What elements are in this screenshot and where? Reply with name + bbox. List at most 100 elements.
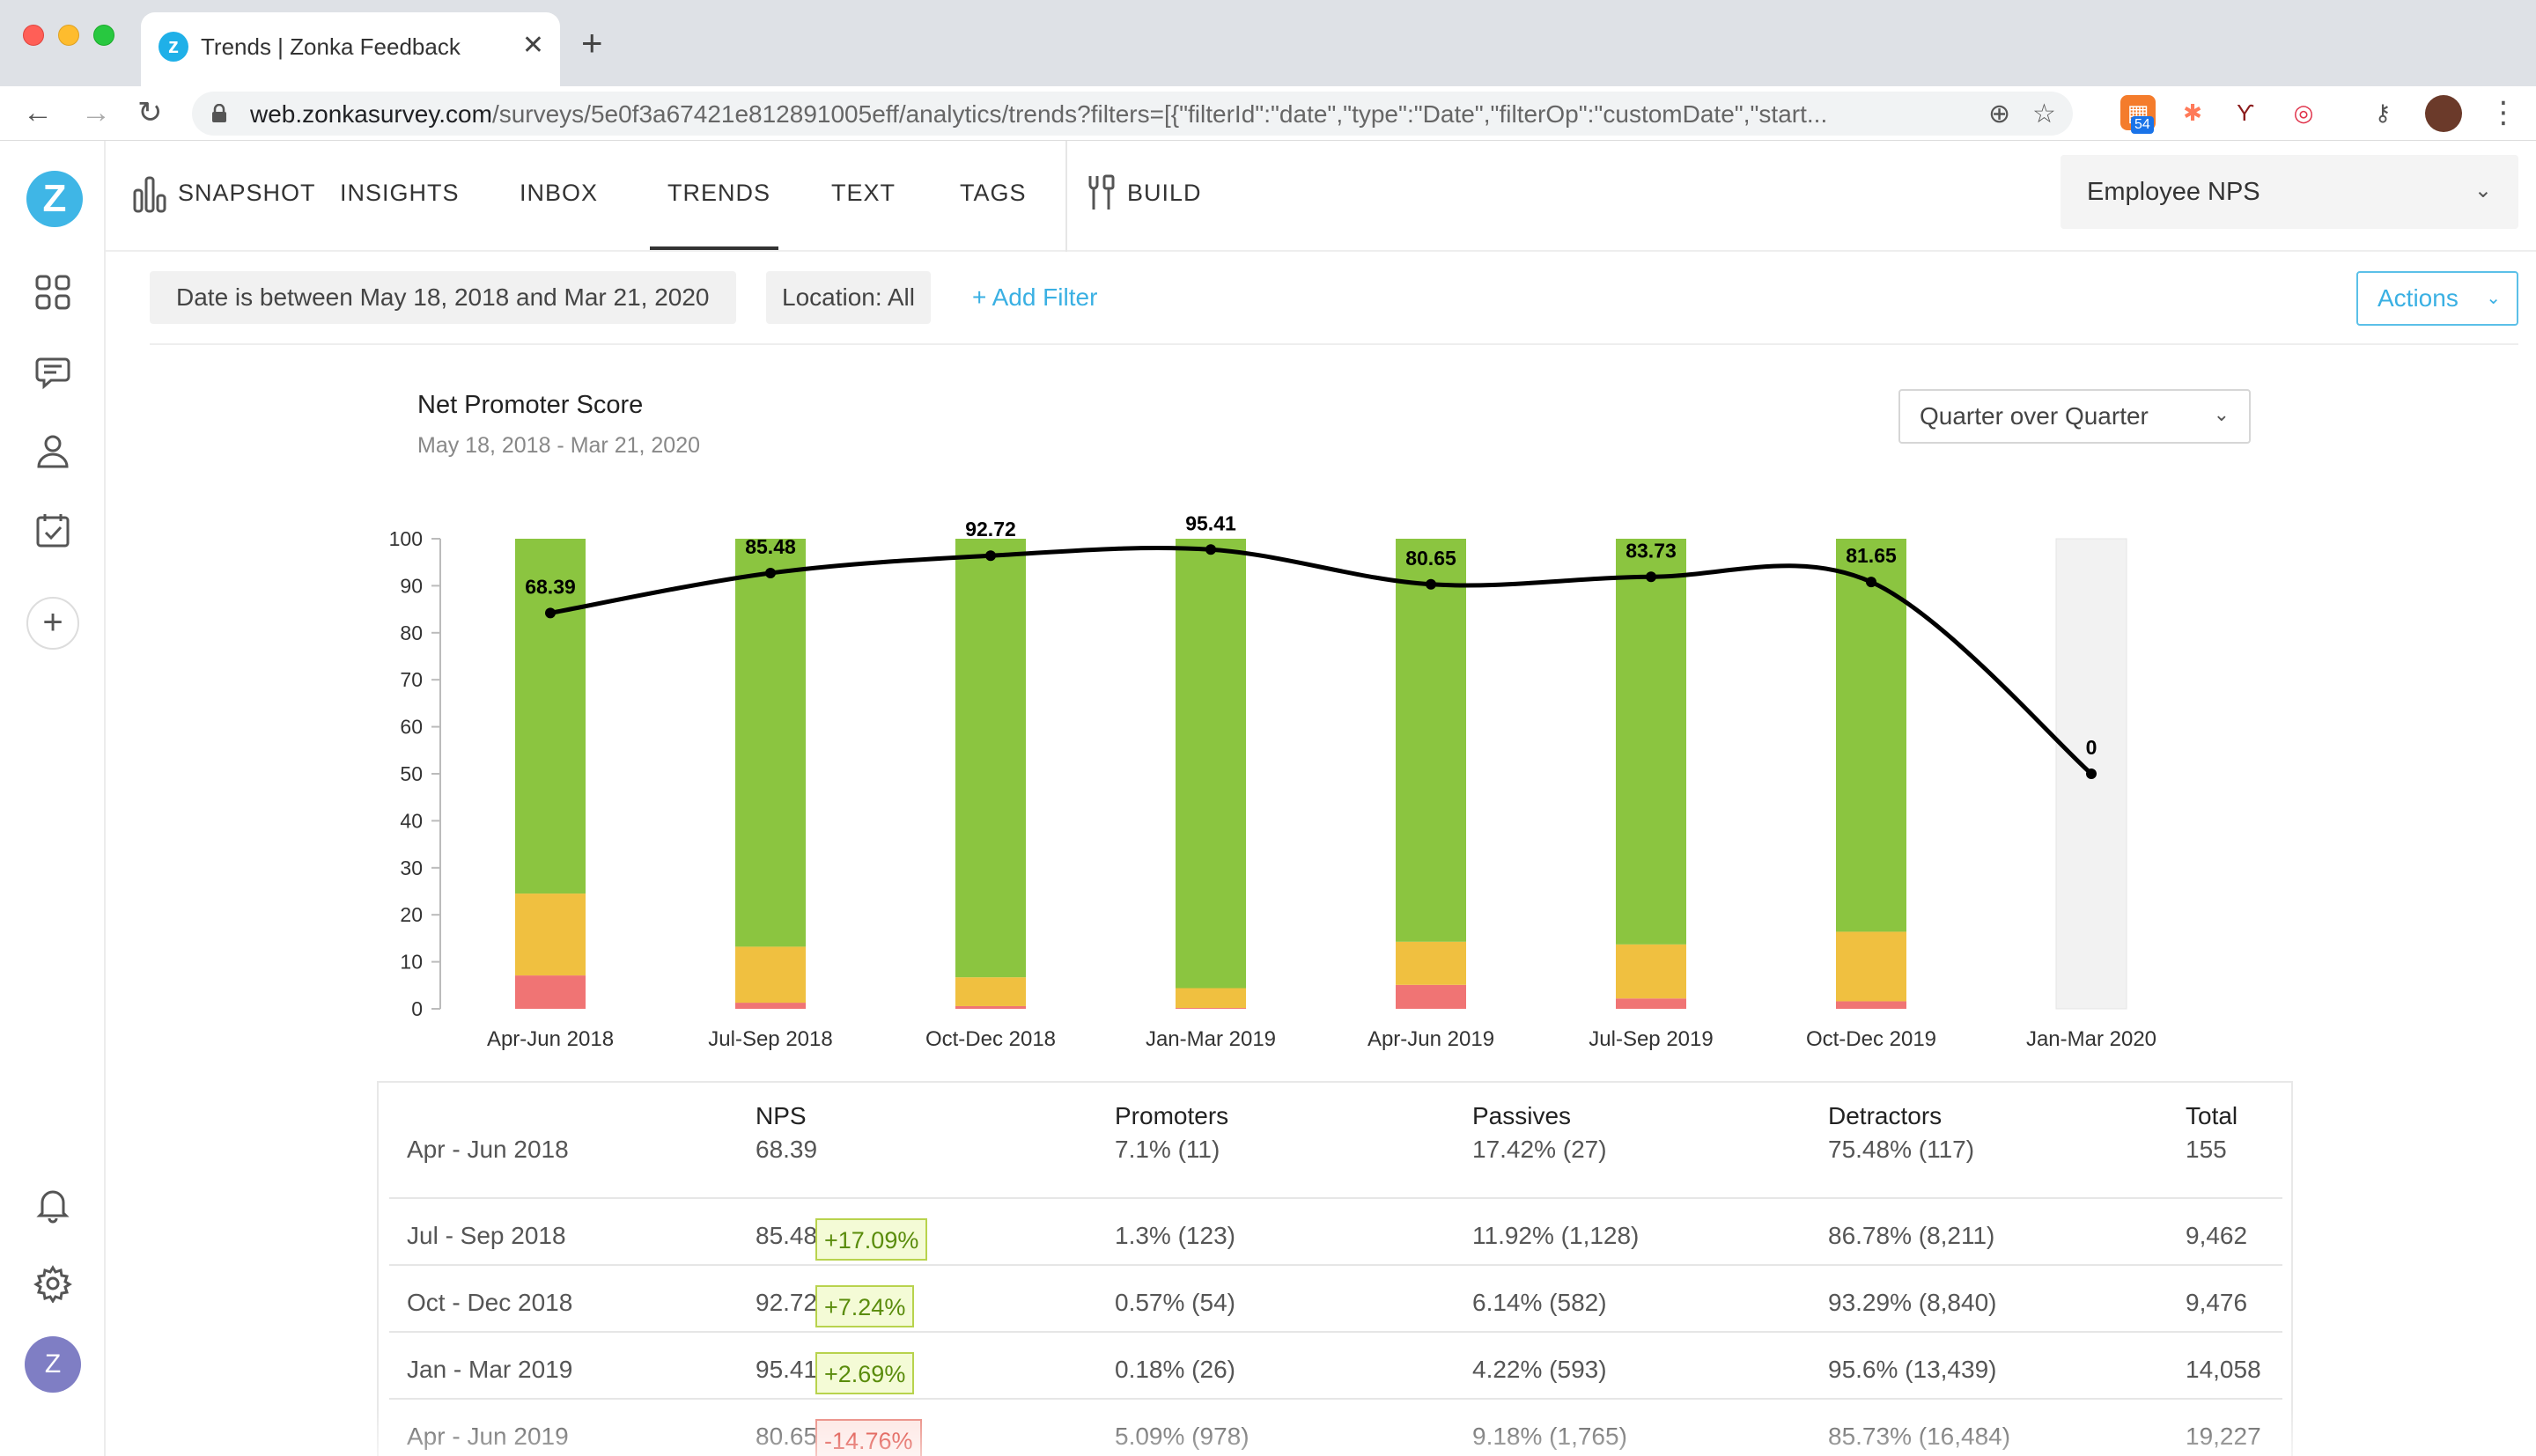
- nps-point: [1426, 578, 1436, 590]
- y-tick-label: 10: [400, 951, 423, 974]
- table-row: Apr - Jun 2019 80.65 -14.76% 5.09% (978) 9.1…: [389, 1398, 2282, 1456]
- tab-close-icon[interactable]: ✕: [521, 31, 544, 60]
- snapshot-bars-icon: [133, 176, 166, 213]
- add-filter-link[interactable]: + Add Filter: [972, 283, 1098, 311]
- filter-bar: Date is between May 18, 2018 and Mar 21,…: [150, 255, 2518, 345]
- maximize-window-button[interactable]: [93, 25, 114, 46]
- extension-spiral-icon[interactable]: ◎: [2293, 99, 2314, 126]
- bar-segment-passives: [1836, 931, 1906, 1002]
- close-window-button[interactable]: [23, 25, 44, 46]
- x-tick-label: Oct-Dec 2019: [1806, 1027, 1936, 1051]
- col-header-nps: NPS: [756, 1102, 807, 1129]
- table-row: Apr - Jun 2018 68.39 7.1% (11) 17.42% (27) 7…: [389, 1127, 2282, 1194]
- chevron-down-icon: ⌄: [2473, 179, 2492, 202]
- nav-inbox[interactable]: INBOX: [520, 180, 599, 206]
- user-avatar[interactable]: Z: [25, 1336, 81, 1393]
- url-path: /surveys/5e0f3a67421e812891005eff/analyt…: [491, 100, 1828, 128]
- cell-promoters: 1.3% (123): [1115, 1222, 1235, 1249]
- url-host: web.zonkasurvey.com: [250, 100, 492, 128]
- nps-data-label: 95.41: [1185, 511, 1236, 534]
- survey-dropdown[interactable]: Employee NPS ⌄: [2060, 155, 2518, 229]
- add-icon[interactable]: +: [26, 597, 79, 650]
- install-icon[interactable]: ⊕: [1988, 99, 2011, 129]
- browser-tab-bar: z Trends | Zonka Feedback ✕ +: [0, 0, 2536, 86]
- browser-menu-icon[interactable]: ⋮: [2488, 96, 2518, 129]
- nps-trend-table: NPS Promoters Passives Detractors Total …: [377, 1081, 2293, 1456]
- notification-bell-icon[interactable]: [33, 1185, 72, 1224]
- bar-segment-passives: [1616, 944, 1686, 999]
- settings-gear-icon[interactable]: [33, 1264, 72, 1303]
- nps-data-label: 80.65: [1405, 547, 1456, 570]
- profile-avatar[interactable]: [2425, 95, 2462, 132]
- bar-segment-detractors: [955, 1005, 1026, 1009]
- user-icon[interactable]: [33, 431, 72, 470]
- bar-segment-detractors: [515, 975, 586, 1009]
- nps-change-badge: -14.76%: [815, 1419, 922, 1456]
- bar-segment-promoters: [1176, 539, 1246, 989]
- x-tick-label: Jul-Sep 2019: [1589, 1027, 1713, 1051]
- minimize-window-button[interactable]: [58, 25, 79, 46]
- extension-red-icon[interactable]: ϒ: [2236, 99, 2255, 126]
- cell-passives: 17.42% (27): [1472, 1136, 1607, 1163]
- bar-segment-promoters: [735, 539, 806, 947]
- extension-badge: 54: [2131, 116, 2154, 134]
- zonka-logo[interactable]: Z: [26, 171, 83, 227]
- address-bar-row: ← → ↻ web.zonkasurvey.com/surveys/5e0f3a…: [0, 86, 2536, 141]
- build-tools-icon: [1088, 174, 1115, 210]
- nav-divider: [1065, 141, 1067, 252]
- cell-nps: 85.48: [756, 1222, 818, 1249]
- nps-point: [545, 607, 556, 619]
- new-tab-button[interactable]: +: [581, 22, 603, 63]
- cell-promoters: 7.1% (11): [1115, 1136, 1220, 1163]
- bar-segment-promoters: [955, 539, 1026, 978]
- y-tick-label: 100: [389, 527, 423, 550]
- nav-build[interactable]: BUILD: [1127, 180, 1202, 206]
- dashboard-grid-icon[interactable]: [33, 273, 72, 312]
- cell-promoters: 5.09% (978): [1115, 1423, 1250, 1450]
- cell-detractors: 85.73% (16,484): [1828, 1423, 2011, 1450]
- actions-dropdown-button[interactable]: Actions ⌄: [2356, 271, 2518, 326]
- nav-tags[interactable]: TAGS: [960, 180, 1027, 206]
- chevron-down-icon: ⌄: [2486, 289, 2501, 308]
- x-tick-label: Jul-Sep 2018: [708, 1027, 832, 1051]
- nav-insights[interactable]: INSIGHTS: [340, 180, 460, 206]
- key-icon[interactable]: ⚷: [2374, 99, 2392, 126]
- cell-total: 14,058: [2186, 1356, 2261, 1383]
- browser-tab[interactable]: z Trends | Zonka Feedback ✕: [141, 12, 560, 86]
- chat-feedback-icon[interactable]: [33, 352, 72, 391]
- url-bar[interactable]: web.zonkasurvey.com/surveys/5e0f3a67421e…: [192, 92, 2073, 136]
- nps-point: [1646, 571, 1656, 583]
- period-dropdown[interactable]: Quarter over Quarter ⌄: [1898, 389, 2251, 444]
- col-header-total: Total: [2186, 1102, 2238, 1129]
- calendar-check-icon[interactable]: [33, 511, 72, 549]
- back-icon[interactable]: ←: [23, 96, 53, 129]
- cell-total: 9,462: [2186, 1222, 2248, 1249]
- hubspot-extension-icon[interactable]: ✱: [2183, 99, 2202, 126]
- reload-icon[interactable]: ↻: [137, 96, 163, 129]
- nps-change-badge: +17.09%: [815, 1218, 928, 1261]
- nav-active-indicator: [650, 246, 778, 250]
- location-filter-chip[interactable]: Location: All: [766, 271, 931, 324]
- y-tick-label: 60: [400, 716, 423, 739]
- cell-detractors: 95.6% (13,439): [1828, 1356, 1997, 1383]
- y-tick-label: 20: [400, 903, 423, 926]
- x-tick-label: Jan-Mar 2019: [1146, 1027, 1276, 1051]
- forward-icon[interactable]: →: [81, 96, 111, 129]
- nav-trends[interactable]: TRENDS: [667, 180, 771, 206]
- nps-point: [1866, 577, 1876, 588]
- date-filter-chip[interactable]: Date is between May 18, 2018 and Mar 21,…: [150, 271, 736, 324]
- tab-title: Trends | Zonka Feedback: [201, 33, 461, 60]
- y-tick-label: 70: [400, 668, 423, 691]
- bar-segment-passives: [1176, 988, 1246, 1009]
- nav-snapshot[interactable]: SNAPSHOT: [178, 180, 316, 206]
- cell-promoters: 0.18% (26): [1115, 1356, 1235, 1383]
- nav-text[interactable]: TEXT: [831, 180, 896, 206]
- col-header-passives: Passives: [1472, 1102, 1572, 1129]
- cell-nps: 80.65: [756, 1423, 818, 1450]
- bar-segment-promoters: [515, 539, 586, 894]
- cell-nps: 95.41: [756, 1356, 818, 1383]
- y-tick-label: 50: [400, 762, 423, 785]
- bookmark-star-icon[interactable]: ☆: [2032, 99, 2056, 129]
- nps-point: [985, 550, 996, 562]
- cell-nps: 68.39: [756, 1136, 818, 1163]
